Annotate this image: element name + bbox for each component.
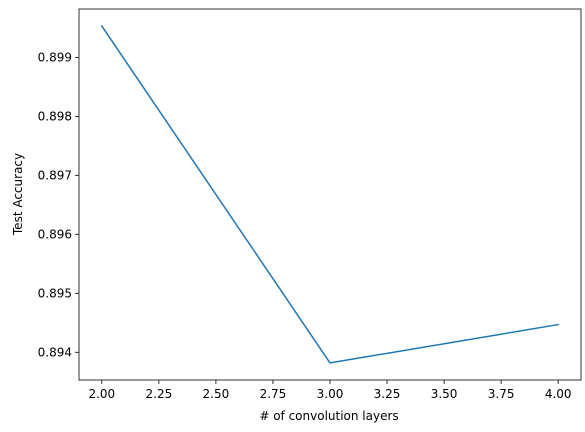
y-tick-label: 0.898	[38, 109, 72, 123]
x-tick-label: 3.00	[317, 387, 344, 401]
x-tick-label: 3.75	[488, 387, 515, 401]
x-tick-label: 2.75	[260, 387, 287, 401]
y-tick-label: 0.896	[38, 227, 72, 241]
x-tick-label: 3.25	[374, 387, 401, 401]
series-line-0	[100, 25, 560, 364]
y-tick-label: 0.894	[38, 345, 72, 359]
x-tick-label: 3.50	[431, 387, 458, 401]
y-tick-label: 0.899	[38, 50, 72, 64]
x-tick-label: 2.50	[203, 387, 230, 401]
x-tick-label: 4.00	[545, 387, 572, 401]
x-axis-label: # of convolution layers	[259, 409, 398, 423]
x-tick-label: 2.25	[146, 387, 173, 401]
x-tick-label: 2.00	[88, 387, 115, 401]
plot-area: 2.00 2.25 2.50 2.75 3.00 3.25 3.50 3.75 4.00 0.89…	[38, 8, 582, 401]
y-tick-label: 0.895	[38, 286, 72, 300]
y-axis-label: Test Accuracy	[11, 153, 25, 236]
y-tick-label: 0.897	[38, 168, 72, 182]
axes-frame	[78, 8, 582, 381]
